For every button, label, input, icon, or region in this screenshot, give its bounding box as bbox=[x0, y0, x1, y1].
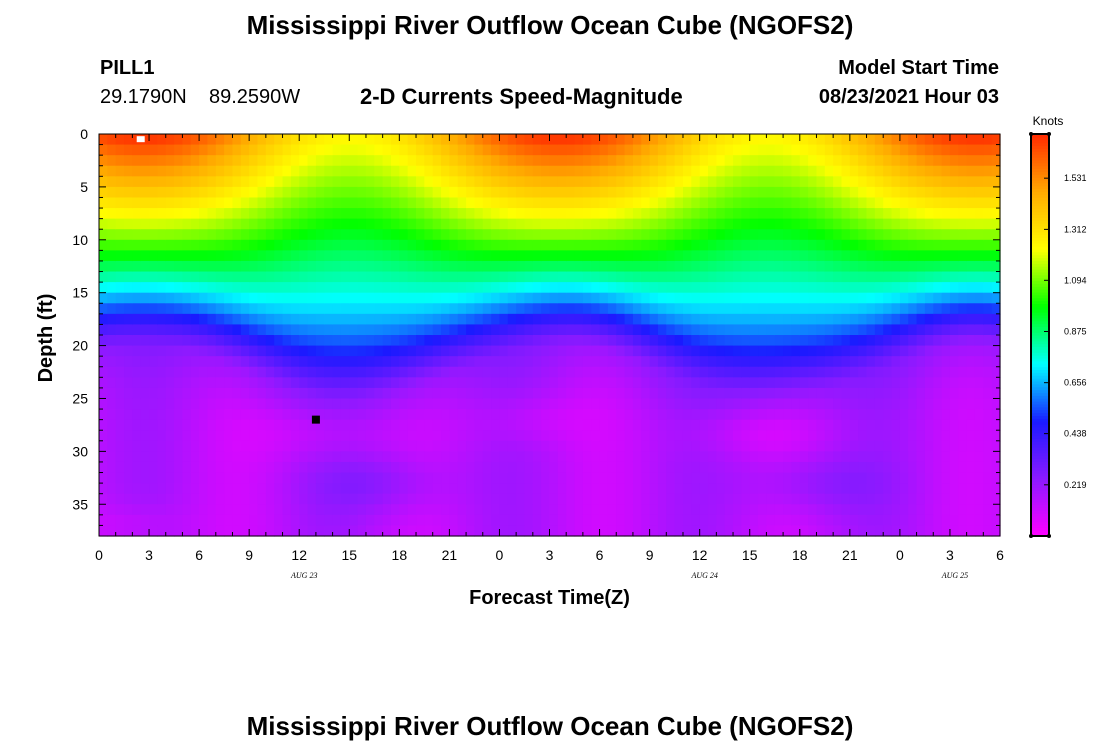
x-tick-label: 21 bbox=[842, 547, 858, 563]
date-label: AUG 23 bbox=[290, 571, 317, 580]
y-tick-label: 25 bbox=[72, 390, 88, 406]
marker-black-1 bbox=[311, 415, 320, 424]
colorbar-tick-label: 1.094 bbox=[1064, 275, 1087, 285]
y-tick-label: 20 bbox=[72, 338, 88, 354]
x-tick-label: 15 bbox=[341, 547, 357, 563]
colorbar-tick-label: 0.656 bbox=[1064, 378, 1087, 388]
date-label: AUG 25 bbox=[941, 571, 968, 580]
chart-title: 2-D Currents Speed-Magnitude bbox=[360, 84, 683, 109]
y-tick-label: 35 bbox=[72, 496, 88, 512]
x-tick-label: 21 bbox=[442, 547, 458, 563]
y-tick-label: 0 bbox=[80, 126, 88, 142]
colorbar-tick-label: 0.219 bbox=[1064, 480, 1087, 490]
station-lon: 89.2590W bbox=[209, 86, 301, 108]
colorbar-unit: Knots bbox=[1033, 114, 1064, 128]
x-tick-label: 0 bbox=[95, 547, 103, 563]
y-axis-label: Depth (ft) bbox=[35, 294, 57, 383]
x-tick-label: 3 bbox=[946, 547, 954, 563]
y-tick-label: 5 bbox=[80, 179, 88, 195]
colorbar-corner bbox=[1029, 534, 1033, 538]
x-tick-label: 12 bbox=[692, 547, 708, 563]
heatmap-cells bbox=[99, 134, 1001, 537]
x-tick-label: 9 bbox=[245, 547, 253, 563]
x-tick-label: 18 bbox=[392, 547, 408, 563]
y-tick-label: 30 bbox=[72, 443, 88, 459]
model-start-time: 08/23/2021 Hour 03 bbox=[818, 86, 999, 108]
colorbar-corner bbox=[1047, 132, 1051, 136]
x-tick-label: 3 bbox=[546, 547, 554, 563]
x-tick-label: 0 bbox=[496, 547, 504, 563]
x-tick-label: 6 bbox=[996, 547, 1004, 563]
colorbar-tick-label: 0.875 bbox=[1064, 326, 1087, 336]
footer-title: Mississippi River Outflow Ocean Cube (NG… bbox=[246, 711, 854, 741]
colorbar-corner bbox=[1047, 534, 1051, 538]
model-start-label: Model Start Time bbox=[838, 57, 999, 79]
x-tick-label: 6 bbox=[596, 547, 604, 563]
station-id: PILL1 bbox=[100, 57, 155, 79]
x-axis-label: Forecast Time(Z) bbox=[469, 587, 630, 609]
x-tick-label: 6 bbox=[195, 547, 203, 563]
x-tick-label: 12 bbox=[291, 547, 307, 563]
x-tick-label: 0 bbox=[896, 547, 904, 563]
colorbar-tick-label: 1.531 bbox=[1064, 173, 1087, 183]
y-tick-label: 15 bbox=[72, 285, 88, 301]
colorbar-tick-label: 1.312 bbox=[1064, 224, 1087, 234]
x-tick-label: 3 bbox=[145, 547, 153, 563]
x-tick-label: 18 bbox=[792, 547, 808, 563]
colorbar-frame bbox=[1030, 133, 1050, 537]
page-title: Mississippi River Outflow Ocean Cube (NG… bbox=[246, 10, 854, 40]
marker-white-0 bbox=[136, 136, 145, 143]
station-lat: 29.1790N bbox=[100, 86, 187, 108]
colorbar bbox=[1031, 134, 1049, 537]
date-label: AUG 24 bbox=[690, 571, 717, 580]
x-tick-label: 9 bbox=[646, 547, 654, 563]
colorbar-tick-label: 0.438 bbox=[1064, 429, 1087, 439]
x-tick-label: 15 bbox=[742, 547, 758, 563]
y-tick-label: 10 bbox=[72, 232, 88, 248]
colorbar-corner bbox=[1029, 132, 1033, 136]
